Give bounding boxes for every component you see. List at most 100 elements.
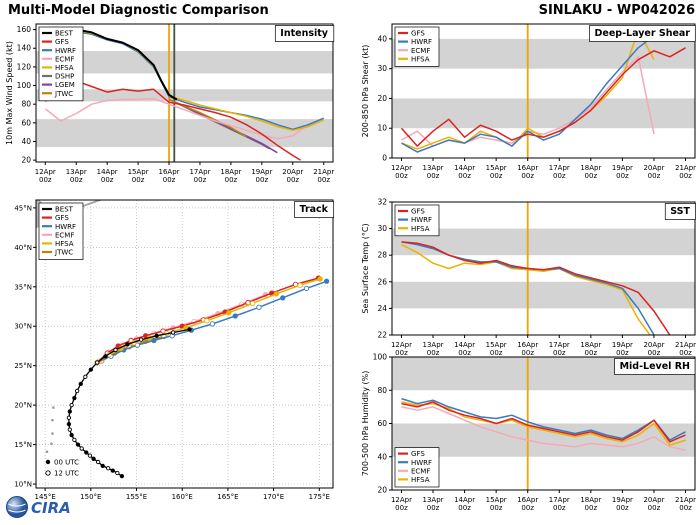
tick-label: 00z	[395, 172, 408, 180]
tick-label: 13Apr	[423, 496, 444, 504]
marker-00utc-icon	[45, 459, 51, 465]
island	[50, 442, 53, 446]
tick-label: 20Apr	[643, 341, 664, 349]
track-point-hfsa	[226, 310, 232, 316]
track-point-best	[100, 463, 105, 469]
category-band	[36, 119, 333, 148]
tick-label: 20	[21, 156, 31, 165]
rh-panel: 2040608010012Apr00z13Apr00z14Apr00z15Apr…	[361, 353, 696, 513]
tick-label: 15°N	[14, 441, 32, 449]
legend-label-gfs: GFS	[55, 38, 69, 46]
y-axis-title: Sea Surface Temp (°C)	[361, 223, 370, 313]
track-point-hfsa	[204, 318, 210, 324]
tick-label: 22	[377, 331, 387, 340]
tick-label: 18Apr	[580, 164, 601, 172]
series-gfs	[44, 80, 301, 161]
track-point-best	[69, 432, 74, 438]
tick-label: 00z	[256, 176, 269, 184]
tick-label: 00z	[648, 349, 661, 357]
island	[51, 432, 54, 435]
tick-label: 17Apr	[549, 341, 570, 349]
track-point-best	[79, 446, 84, 451]
tick-label: 19Apr	[612, 164, 633, 172]
track-point-hfsa	[249, 300, 256, 307]
track-point-best	[95, 459, 101, 465]
globe-lines	[8, 503, 26, 513]
legend-label-hfsa: HFSA	[411, 225, 430, 233]
track-point-best	[69, 403, 74, 408]
tick-label: 19Apr	[612, 496, 633, 504]
track-point-best	[187, 327, 192, 332]
tick-label: 15Apr	[128, 168, 149, 176]
track-point-hfsa	[273, 291, 279, 297]
legend-label-ecmf: ECMF	[411, 467, 430, 475]
tick-label: 12Apr	[35, 168, 56, 176]
tick-label: 00z	[490, 349, 503, 357]
category-band	[392, 228, 695, 256]
tick-label: 00z	[648, 504, 661, 512]
island	[51, 418, 54, 422]
tick-label: 14Apr	[454, 164, 475, 172]
tick-label: 00z	[458, 172, 471, 180]
tick-label: 30	[377, 64, 387, 73]
header: Multi-Model Diagnostic Comparison SINLAK…	[8, 3, 695, 18]
tick-label: 00z	[132, 176, 145, 184]
tick-label: 28	[377, 251, 387, 260]
track-point-best	[72, 395, 77, 401]
plot-border	[35, 23, 334, 163]
panel-title: Mid-Level RH	[620, 361, 690, 372]
tick-label: 00z	[585, 504, 598, 512]
tick-label: 150°E	[80, 493, 101, 501]
tick-label: 120	[17, 62, 32, 71]
y-axis-title: 700-500 hPa Humidity (%)	[361, 371, 370, 477]
tick-label: 40	[21, 137, 31, 146]
track-point-best	[75, 442, 81, 447]
y-axis-title: 10m Max Wind Speed (kt)	[5, 41, 14, 145]
track-point-gfs	[160, 328, 166, 334]
panel-title-box	[664, 203, 696, 220]
tick-label: 21Apr	[675, 164, 696, 172]
series-hwrf	[401, 397, 686, 441]
track-point-best	[67, 409, 72, 414]
track-point-best	[170, 330, 176, 335]
track-point-best	[91, 456, 96, 461]
tick-label: 30°N	[14, 323, 32, 331]
marker-00utc-label: 00 UTC	[54, 459, 79, 467]
tick-label: 13Apr	[423, 164, 444, 172]
tick-label: 35°N	[14, 283, 32, 291]
tick-label: 80	[21, 100, 31, 109]
tick-label: 16Apr	[517, 164, 538, 172]
legend-label-ecmf: ECMF	[411, 47, 430, 55]
tick-label: 00z	[395, 349, 408, 357]
legend-label-hfsa: HFSA	[55, 240, 74, 248]
tick-label: 12Apr	[391, 496, 412, 504]
plot-border	[391, 23, 696, 159]
tick-label: 25°N	[14, 362, 32, 370]
tick-label: 17Apr	[189, 168, 210, 176]
tick-label: 175°E	[309, 493, 330, 501]
track-point-hwrf	[323, 278, 330, 284]
tick-label: 160°E	[172, 493, 193, 501]
tick-label: 100	[17, 81, 32, 90]
track-point-best	[103, 354, 108, 359]
series-gfs	[400, 47, 686, 147]
legend-label-best: BEST	[55, 30, 74, 38]
globe-icon	[6, 496, 28, 518]
track-point-best	[88, 367, 93, 372]
tick-label: 00z	[458, 504, 471, 512]
tick-label: 80	[377, 386, 387, 395]
shear-panel: 01020304012Apr00z13Apr00z14Apr00z15Apr00…	[361, 23, 696, 180]
legend-label-ecmf: ECMF	[55, 231, 74, 239]
tick-label: 20	[377, 486, 387, 495]
tick-label: 40	[377, 452, 387, 461]
legend-box	[38, 202, 84, 260]
tick-label: 00z	[553, 504, 566, 512]
island	[52, 406, 55, 409]
track-point-best	[119, 474, 125, 479]
track-point-hwrf	[134, 342, 141, 348]
tick-label: 12Apr	[391, 164, 412, 172]
panel-title-box	[589, 25, 696, 42]
track-point-best	[66, 415, 72, 420]
track-point-best	[84, 450, 89, 455]
tick-label: 10°N	[14, 481, 32, 489]
